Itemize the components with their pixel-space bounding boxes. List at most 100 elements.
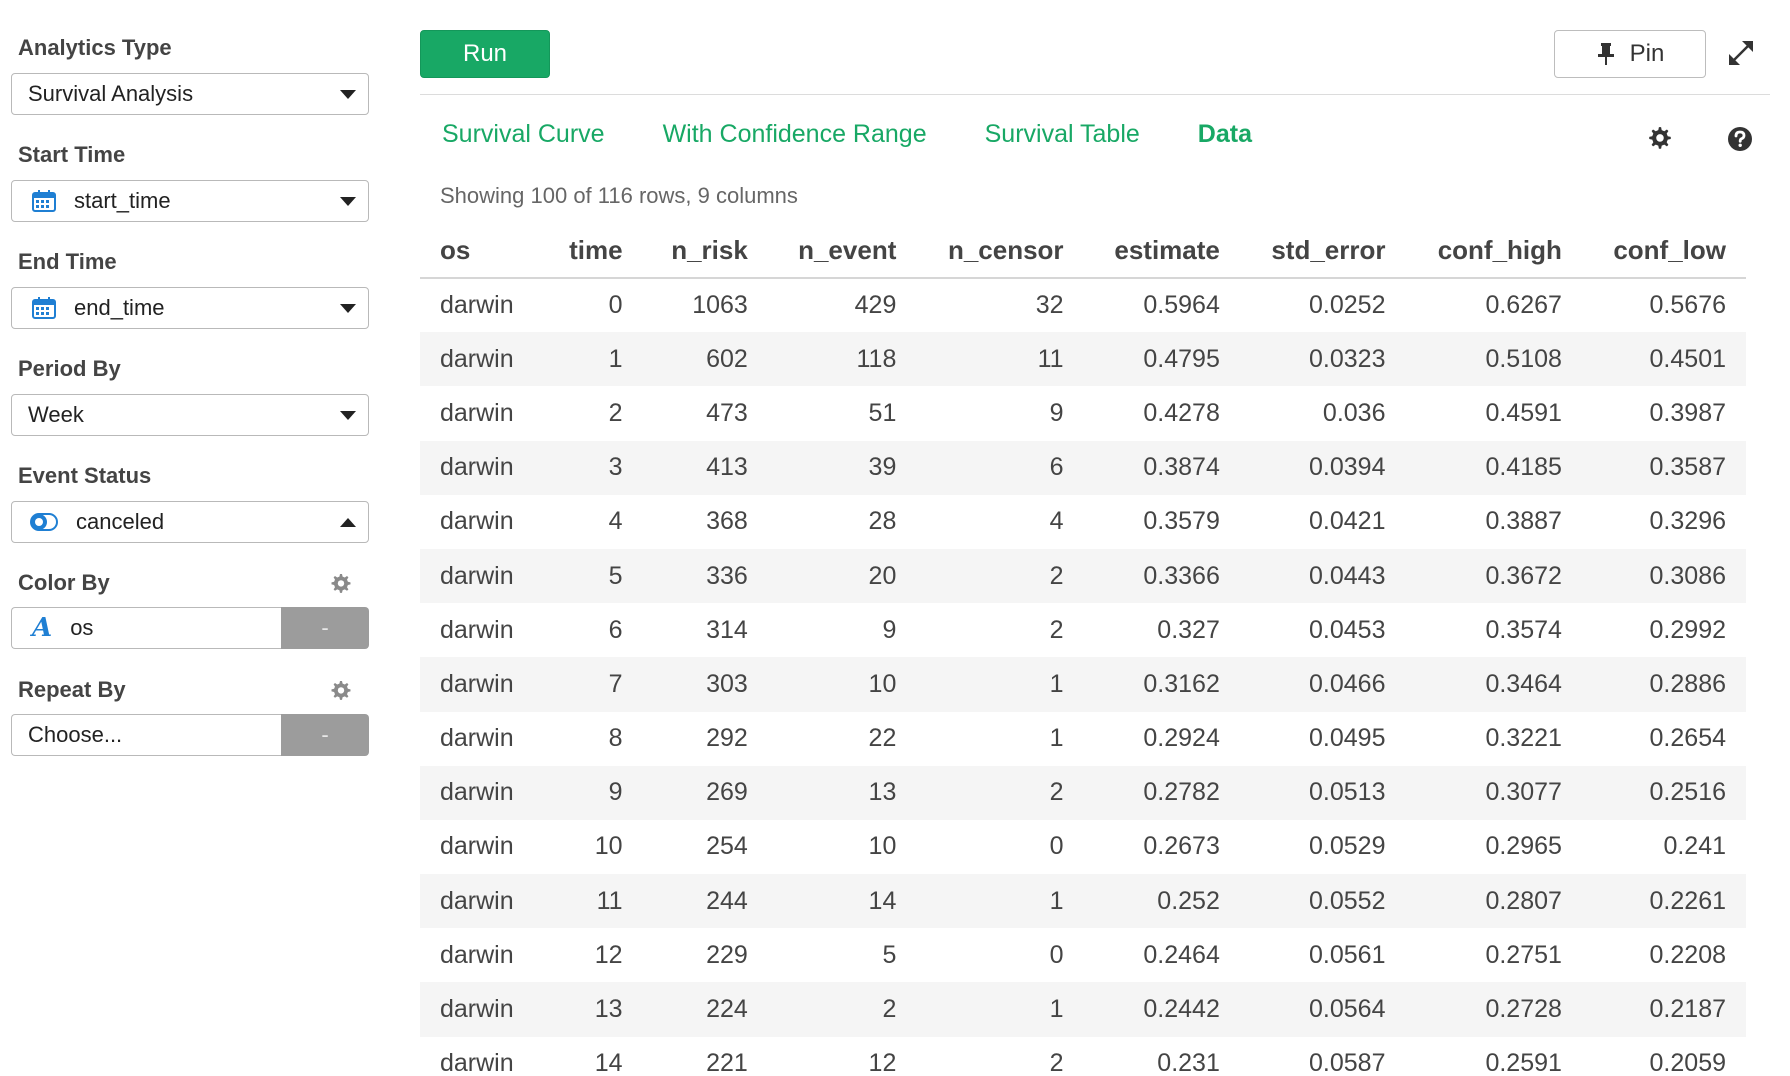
table-cell-std-error: 0.0323 <box>1239 332 1406 387</box>
tab-survival-table[interactable]: Survival Table <box>984 120 1140 148</box>
pin-button[interactable]: Pin <box>1554 30 1706 78</box>
table-row: darwin 6 314 9 2 0.327 0.0453 0.3574 0.2992 <box>420 603 1746 657</box>
analytics-type-value: Survival Analysis <box>28 81 194 106</box>
table-cell-n-risk: 224 <box>642 982 768 1037</box>
gear-icon[interactable] <box>327 677 353 703</box>
color-by-remove-button[interactable]: - <box>281 607 369 649</box>
text-type-icon: A <box>32 613 53 643</box>
table-cell-os: darwin <box>420 982 543 1037</box>
table-cell-time: 0 <box>608 291 623 320</box>
table-row: darwin 13 224 2 1 0.2442 0.0564 0.2728 0.2187 <box>420 982 1746 1037</box>
column-header-time[interactable]: time <box>542 223 643 279</box>
table-cell-n-risk: 269 <box>642 765 768 820</box>
table-cell-estimate: 0.3366 <box>1083 548 1240 604</box>
repeat-by-select[interactable]: Choose... <box>11 714 281 756</box>
table-row: darwin 0 1063 429 32 0.5964 0.0252 0.6267 0.5676 <box>420 278 1746 332</box>
table-row: darwin 5 336 20 2 0.3366 0.0443 0.3672 0.3086 <box>420 548 1746 604</box>
table-cell-os: darwin <box>440 940 514 969</box>
table-cell-n-censor: 11 <box>916 332 1084 387</box>
column-header-n-censor[interactable]: n_censor <box>916 223 1084 279</box>
table-row: darwin 2 473 51 9 0.4278 0.036 0.4591 0.3987 <box>420 386 1746 440</box>
table-cell-estimate: 0.2442 <box>1083 982 1240 1037</box>
repeat-by-remove-button[interactable]: - <box>281 714 369 756</box>
table-cell-estimate: 0.231 <box>1157 1049 1220 1076</box>
table-cell-n-censor: 2 <box>916 765 1084 820</box>
table-cell-std-error: 0.0495 <box>1309 724 1386 753</box>
expand-icon[interactable] <box>1726 38 1756 68</box>
table-cell-n-event: 13 <box>767 765 917 820</box>
column-header-n-event[interactable]: n_event <box>767 223 917 279</box>
table-cell-conf-high: 0.3574 <box>1485 615 1562 644</box>
column-header-n-risk[interactable]: n_risk <box>642 223 768 279</box>
color-by-select[interactable]: A os <box>11 607 281 649</box>
toolbar-divider <box>420 94 1770 95</box>
period-by-label: Period By <box>18 356 121 381</box>
table-cell-estimate: 0.2673 <box>1143 832 1220 861</box>
table-cell-time: 8 <box>608 724 623 753</box>
table-cell-conf-low: 0.2059 <box>1649 1049 1726 1076</box>
repeat-by-placeholder: Choose... <box>28 722 123 747</box>
table-cell-conf-low: 0.2208 <box>1649 940 1726 969</box>
table-cell-n-risk: 368 <box>706 507 748 536</box>
table-cell-os: darwin <box>440 291 514 320</box>
table-cell-std-error: 0.0453 <box>1309 615 1386 644</box>
column-header-estimate[interactable]: estimate <box>1083 223 1240 279</box>
table-cell-n-censor: 6 <box>916 440 1084 495</box>
table-cell-n-censor: 9 <box>1049 398 1064 427</box>
table-cell-conf-high: 0.3077 <box>1405 765 1582 820</box>
table-cell-n-censor: 2 <box>1049 615 1064 644</box>
tab-with-confidence-range[interactable]: With Confidence Range <box>662 120 927 148</box>
column-header-std-error[interactable]: std_error <box>1239 223 1406 279</box>
table-cell-time: 7 <box>542 657 643 712</box>
table-cell-n-censor: 1 <box>1049 724 1064 753</box>
period-by-select[interactable]: Week <box>11 394 369 436</box>
table-cell-n-risk: 413 <box>642 440 768 495</box>
table-cell-n-event: 9 <box>882 615 897 644</box>
column-header-os[interactable]: os <box>420 223 543 279</box>
run-button[interactable]: Run <box>420 30 550 78</box>
table-cell-std-error: 0.0564 <box>1239 982 1406 1037</box>
table-row: darwin 9 269 13 2 0.2782 0.0513 0.3077 0.2516 <box>420 765 1746 820</box>
table-row: darwin 14 221 12 2 0.231 0.0587 0.2591 0.2059 <box>420 1037 1746 1076</box>
table-cell-n-event: 10 <box>767 657 917 712</box>
column-header-conf-high[interactable]: conf_high <box>1405 223 1582 279</box>
table-cell-os: darwin <box>420 874 543 929</box>
table-cell-std-error: 0.0561 <box>1309 940 1386 969</box>
end-time-select[interactable]: end_time <box>11 287 369 329</box>
color-by-control: A os - <box>11 607 369 649</box>
start-time-label: Start Time <box>18 142 126 167</box>
table-cell-std-error: 0.0529 <box>1309 832 1386 861</box>
table-cell-conf-low: 0.4501 <box>1581 332 1746 387</box>
table-cell-n-censor: 1 <box>916 982 1084 1037</box>
table-cell-conf-low: 0.2886 <box>1581 657 1746 712</box>
chevron-down-icon <box>340 304 356 313</box>
table-cell-time: 13 <box>542 982 643 1037</box>
start-time-select[interactable]: start_time <box>11 180 369 222</box>
gear-icon[interactable] <box>327 570 353 596</box>
tab-survival-curve[interactable]: Survival Curve <box>442 120 605 148</box>
column-header-conf-low[interactable]: conf_low <box>1581 223 1746 279</box>
data-table: os time n_risk n_event n_censor estimate std_e… <box>420 223 1746 1076</box>
table-cell-os: darwin <box>440 615 514 644</box>
table-cell-conf-high: 0.3464 <box>1405 657 1582 712</box>
help-icon[interactable] <box>1726 125 1754 153</box>
analytics-type-select[interactable]: Survival Analysis <box>11 73 369 115</box>
table-cell-conf-high: 0.3887 <box>1485 507 1562 536</box>
table-cell-std-error: 0.036 <box>1322 398 1386 427</box>
table-cell-conf-high: 0.2728 <box>1405 982 1582 1037</box>
table-cell-os: darwin <box>420 548 543 604</box>
table-cell-n-censor: 0 <box>1049 832 1064 861</box>
table-cell-std-error: 0.0421 <box>1309 507 1386 536</box>
table-cell-n-risk: 1063 <box>692 291 748 320</box>
calendar-icon <box>32 190 56 212</box>
event-status-select[interactable]: canceled <box>11 501 369 543</box>
table-cell-conf-low: 0.2654 <box>1649 724 1726 753</box>
table-row: darwin 10 254 10 0 0.2673 0.0529 0.2965 0.241 <box>420 820 1746 874</box>
table-cell-n-censor: 0 <box>1049 940 1064 969</box>
end-time-label: End Time <box>18 249 117 274</box>
gear-icon[interactable] <box>1646 125 1674 153</box>
table-row: darwin 3 413 39 6 0.3874 0.0394 0.4185 0.3587 <box>420 440 1746 495</box>
table-cell-std-error: 0.0443 <box>1239 548 1406 604</box>
table-cell-std-error: 0.0587 <box>1309 1049 1386 1076</box>
tab-data[interactable]: Data <box>1197 120 1252 148</box>
